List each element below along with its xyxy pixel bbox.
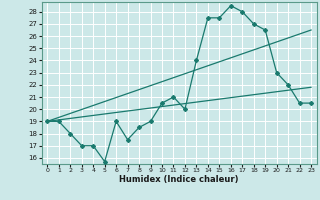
X-axis label: Humidex (Indice chaleur): Humidex (Indice chaleur) [119,175,239,184]
